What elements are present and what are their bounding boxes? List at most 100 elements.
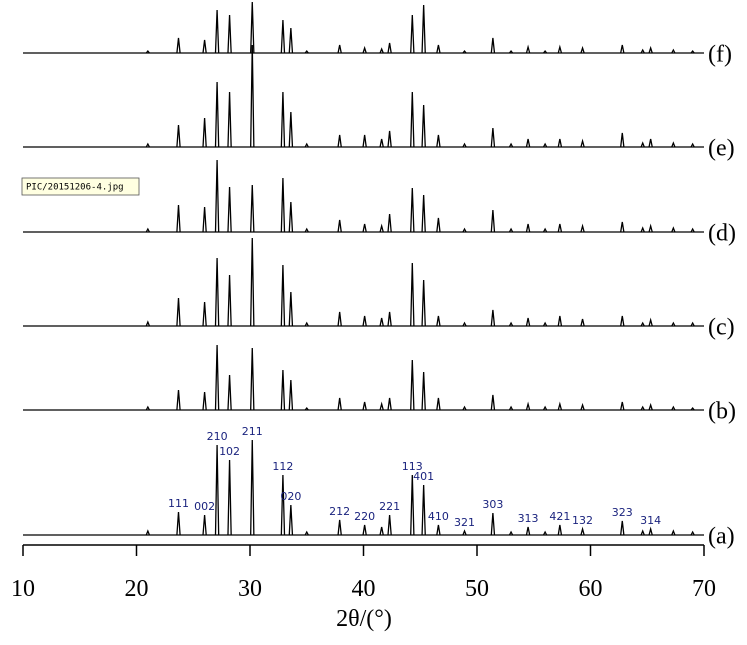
peak	[640, 141, 645, 148]
peak	[690, 321, 695, 327]
peak	[280, 19, 286, 54]
peak	[410, 262, 415, 327]
peak	[176, 511, 181, 536]
peak	[620, 315, 625, 327]
peak	[640, 405, 645, 411]
hkl-label: 002	[194, 500, 215, 513]
series-label: (c)	[708, 315, 735, 341]
peak	[288, 111, 294, 148]
x-tick-label: 30	[238, 576, 262, 602]
peak	[202, 206, 207, 233]
peak	[580, 402, 585, 411]
peak	[387, 397, 392, 411]
peak	[580, 45, 585, 54]
peak	[214, 159, 220, 233]
peak	[337, 134, 342, 148]
peak	[421, 371, 426, 411]
peak	[640, 529, 645, 536]
peak	[250, 439, 255, 536]
peak	[227, 91, 232, 148]
peak	[508, 321, 514, 327]
peak	[580, 223, 585, 233]
peak	[410, 187, 415, 233]
peak	[337, 219, 342, 233]
peak	[690, 406, 695, 411]
hkl-label: 020	[280, 490, 301, 503]
peak	[542, 227, 548, 233]
peak	[304, 406, 309, 411]
peak	[379, 138, 384, 148]
peak	[250, 44, 255, 148]
peak	[337, 311, 342, 327]
peak	[690, 227, 695, 233]
x-tick-label: 60	[579, 576, 603, 602]
peak	[145, 142, 151, 148]
peak	[421, 4, 426, 54]
peak	[525, 223, 531, 233]
peak	[227, 186, 232, 233]
peak	[362, 401, 367, 411]
peak	[176, 297, 181, 327]
peak	[304, 321, 309, 327]
peak	[525, 138, 531, 148]
x-tick-label: 20	[125, 576, 149, 602]
peak	[337, 44, 342, 54]
peak	[640, 226, 645, 233]
peak	[304, 530, 309, 536]
peak	[542, 142, 548, 148]
peak	[508, 49, 514, 54]
peak	[648, 317, 653, 327]
peak	[620, 44, 625, 54]
peak	[542, 321, 548, 327]
hkl-label: 221	[379, 500, 400, 513]
peak	[557, 44, 563, 54]
peak	[671, 48, 676, 54]
peak	[620, 520, 625, 536]
peak	[421, 279, 426, 327]
hkl-label: 211	[242, 425, 263, 438]
peak	[362, 315, 367, 327]
peak	[580, 526, 585, 536]
peak	[379, 223, 384, 233]
peak	[202, 117, 207, 148]
peak	[620, 132, 625, 148]
hkl-label: 321	[454, 516, 475, 529]
peak	[214, 444, 220, 536]
series-label: (e)	[708, 136, 735, 162]
hkl-label: 112	[272, 460, 293, 473]
hkl-label: 421	[549, 510, 570, 523]
peak	[227, 14, 232, 54]
peak	[387, 311, 392, 327]
peak	[648, 526, 653, 536]
peak	[640, 321, 645, 327]
peak	[421, 194, 426, 233]
peak	[648, 223, 653, 233]
hkl-label: 113	[402, 460, 423, 473]
peak	[436, 44, 441, 54]
peak	[490, 127, 496, 148]
peak	[280, 91, 286, 148]
peak	[421, 484, 426, 536]
series-label: (b)	[708, 399, 736, 425]
peak	[176, 204, 181, 233]
x-tick-label: 40	[352, 576, 376, 602]
x-tick-label: 70	[692, 576, 716, 602]
hkl-label: 111	[168, 497, 189, 510]
peak	[250, 1, 255, 54]
peak	[288, 291, 294, 327]
hkl-label: 132	[572, 514, 593, 527]
peak	[557, 223, 563, 233]
peak	[462, 321, 467, 327]
peak	[337, 397, 342, 411]
peak	[288, 379, 294, 411]
series-label: (d)	[708, 221, 736, 247]
peak	[462, 405, 467, 411]
peak	[508, 227, 514, 233]
peak	[387, 130, 392, 148]
peak	[145, 320, 151, 327]
series-label: (a)	[708, 524, 735, 550]
peak	[490, 394, 496, 411]
peak	[436, 315, 441, 327]
hkl-label: 323	[612, 506, 633, 519]
hkl-label: 314	[640, 514, 661, 527]
